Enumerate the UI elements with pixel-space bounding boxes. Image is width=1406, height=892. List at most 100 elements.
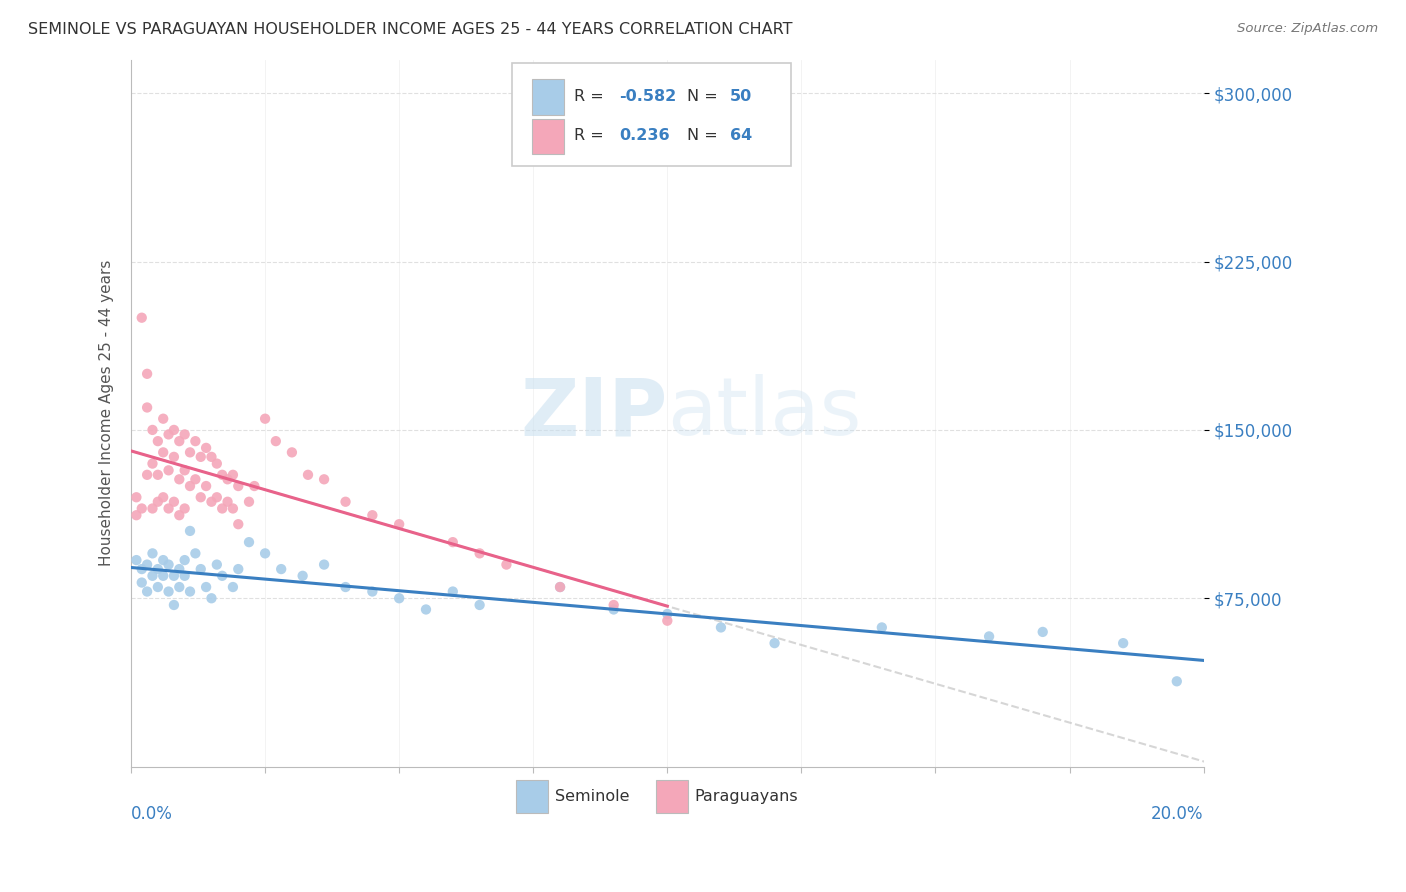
Point (468, 598, 491, 612)
Point (238, 494, 260, 508)
Point (205, 558, 228, 572)
Point (205, 490, 228, 504)
Text: ZIP: ZIP (520, 374, 668, 452)
Point (335, 494, 357, 508)
Point (441, 584, 464, 599)
Point (163, 494, 186, 508)
Point (173, 463, 195, 477)
Point (361, 508, 384, 523)
Point (205, 457, 228, 471)
Point (238, 535, 260, 549)
Point (157, 463, 180, 477)
Point (388, 517, 411, 532)
FancyBboxPatch shape (512, 63, 790, 166)
Point (173, 569, 195, 583)
Point (163, 569, 186, 583)
Point (190, 490, 212, 504)
Point (222, 467, 245, 482)
Point (152, 445, 174, 459)
Point (125, 508, 148, 523)
Text: -0.582: -0.582 (619, 89, 676, 103)
Point (602, 602, 624, 616)
Point (169, 580, 191, 594)
Point (131, 501, 153, 516)
Point (243, 479, 266, 493)
Point (169, 508, 191, 523)
Point (146, 562, 169, 576)
FancyBboxPatch shape (533, 79, 564, 115)
Point (157, 558, 180, 572)
Point (157, 584, 180, 599)
Point (388, 591, 411, 606)
Point (335, 580, 357, 594)
Text: Paraguayans: Paraguayans (695, 789, 797, 805)
Point (226, 517, 249, 532)
Point (136, 558, 159, 572)
Point (314, 558, 336, 572)
Point (217, 494, 239, 508)
Point (211, 467, 233, 482)
Text: N =: N = (686, 89, 723, 103)
Point (254, 411, 277, 425)
Point (136, 584, 159, 599)
Point (602, 598, 624, 612)
Point (190, 450, 212, 464)
Point (211, 569, 233, 583)
Point (152, 411, 174, 425)
Point (200, 591, 222, 606)
Point (211, 501, 233, 516)
Point (184, 546, 207, 560)
Y-axis label: Householder Income Ages 25 - 44 years: Householder Income Ages 25 - 44 years (100, 260, 114, 566)
Text: SEMINOLE VS PARAGUAYAN HOUSEHOLDER INCOME AGES 25 - 44 YEARS CORRELATION CHART: SEMINOLE VS PARAGUAYAN HOUSEHOLDER INCOM… (28, 22, 793, 37)
Point (548, 580, 571, 594)
Point (141, 457, 163, 471)
Point (281, 445, 304, 459)
Point (1032, 624, 1054, 639)
Point (157, 501, 180, 516)
Point (169, 562, 191, 576)
Point (146, 467, 169, 482)
Point (146, 434, 169, 449)
FancyBboxPatch shape (533, 119, 564, 154)
Point (195, 580, 218, 594)
Point (152, 490, 174, 504)
Point (195, 441, 218, 455)
Point (141, 569, 163, 583)
Point (361, 584, 384, 599)
Point (179, 479, 201, 493)
Point (226, 479, 249, 493)
Point (415, 602, 437, 616)
Point (184, 472, 207, 486)
Point (131, 310, 153, 325)
Point (173, 427, 195, 442)
Point (152, 569, 174, 583)
Point (291, 569, 314, 583)
Point (173, 553, 195, 567)
Point (657, 607, 679, 621)
Point (136, 367, 159, 381)
Point (190, 562, 212, 576)
Point (136, 467, 159, 482)
Point (157, 427, 180, 442)
Point (270, 562, 292, 576)
Point (179, 584, 201, 599)
Point (226, 562, 249, 576)
Point (169, 472, 191, 486)
Point (1166, 674, 1188, 689)
Point (314, 472, 336, 486)
Point (125, 490, 148, 504)
Point (254, 546, 277, 560)
Point (179, 445, 201, 459)
Point (763, 636, 786, 650)
Point (870, 620, 893, 634)
Point (146, 580, 169, 594)
Point (548, 580, 571, 594)
Point (468, 546, 491, 560)
Point (200, 450, 222, 464)
Point (173, 501, 195, 516)
Point (184, 434, 207, 449)
Point (131, 562, 153, 576)
Point (179, 524, 201, 538)
Point (141, 546, 163, 560)
Point (125, 553, 148, 567)
